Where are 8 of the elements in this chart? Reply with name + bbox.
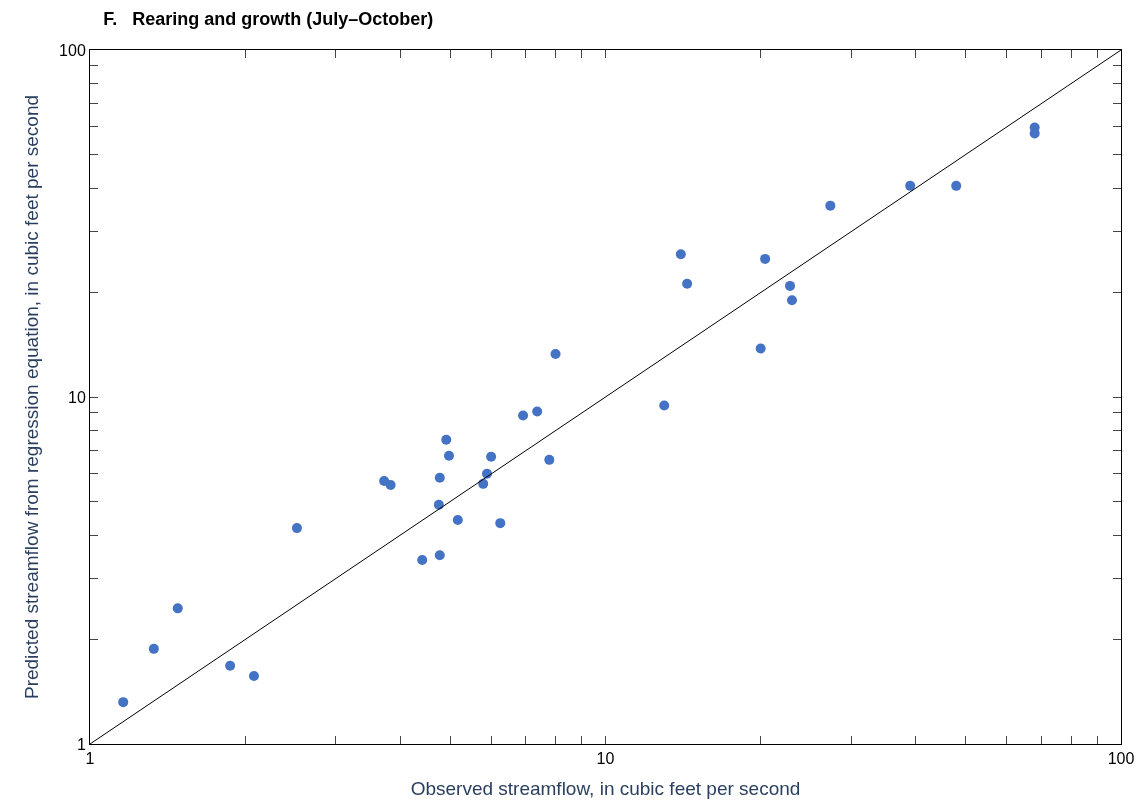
- y-tick-label: 10: [68, 388, 86, 406]
- y-axis-title: Predicted streamflow from regression equation, in cubic feet per second: [20, 94, 42, 700]
- chart-title: F. Rearing and growth (July–October): [103, 8, 434, 29]
- x-axis-title: Observed streamflow, in cubic feet per second: [410, 778, 801, 799]
- x-tick-label: 100: [1107, 750, 1135, 768]
- y-tick-label: 1: [76, 735, 86, 753]
- y-tick-label: 100: [59, 41, 86, 59]
- x-tick-label: 10: [596, 750, 615, 768]
